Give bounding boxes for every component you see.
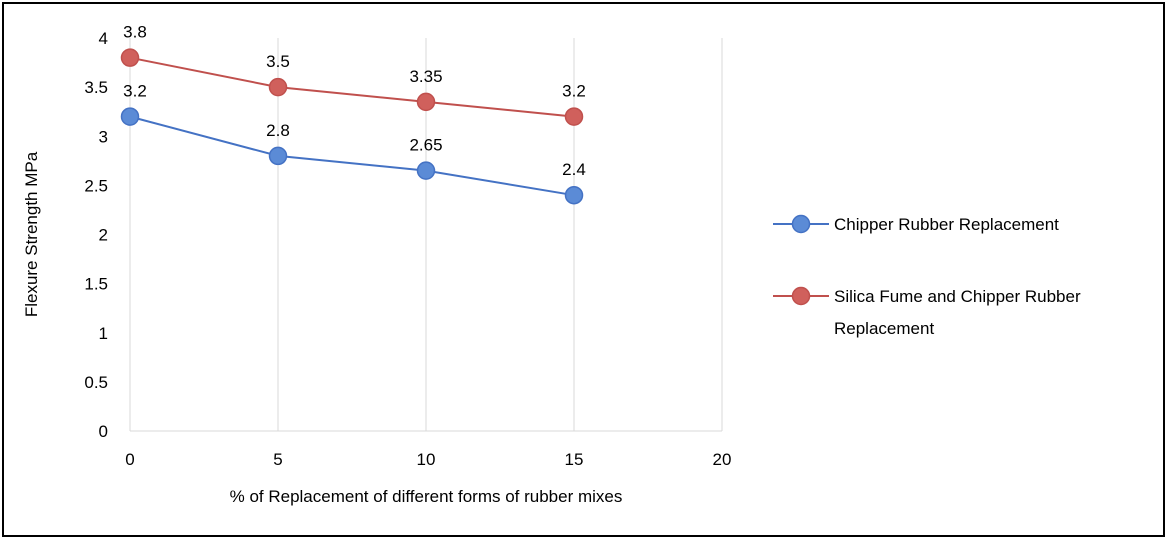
data-point-0-1 (268, 146, 288, 166)
data-label-1-2: 3.35 (409, 67, 442, 86)
y-tick-label: 2.5 (84, 176, 108, 195)
y-tick-label: 1.5 (84, 275, 108, 294)
data-point-0-2 (416, 161, 436, 180)
data-label-0-0: 3.2 (123, 82, 147, 101)
data-point-0-0 (120, 107, 140, 126)
x-tick-label: 5 (273, 450, 282, 469)
y-tick-label: 0.5 (84, 373, 108, 392)
data-label-0-2: 2.65 (409, 136, 442, 155)
data-label-1-0: 3.8 (123, 23, 147, 42)
legend-marker-1 (791, 286, 811, 306)
legend-label-0: Chipper Rubber Replacement (834, 215, 1059, 234)
data-label-0-3: 2.4 (562, 160, 586, 179)
x-tick-label: 0 (125, 450, 134, 469)
x-axis-title: % of Replacement of different forms of r… (230, 487, 623, 506)
data-label-1-1: 3.5 (266, 52, 290, 71)
y-tick-label: 3 (99, 127, 108, 146)
data-point-1-1 (268, 77, 288, 97)
y-tick-label: 0 (99, 422, 108, 441)
legend-label-1: Silica Fume and Chipper Rubber (834, 287, 1081, 306)
series-line-1 (129, 56, 575, 118)
y-tick-label: 1 (99, 324, 108, 343)
y-tick-label: 4 (99, 29, 108, 48)
legend-marker-0 (791, 214, 811, 234)
y-axis-title: Flexure Strength MPa (22, 151, 41, 317)
series-line-0 (129, 115, 575, 197)
data-label-0-1: 2.8 (266, 121, 290, 140)
data-point-1-3 (564, 107, 584, 126)
y-tick-label: 3.5 (84, 78, 108, 97)
data-point-0-3 (564, 185, 584, 205)
x-tick-label: 20 (713, 450, 732, 469)
y-tick-label: 2 (99, 226, 108, 245)
x-tick-label: 10 (417, 450, 436, 469)
x-tick-label: 15 (565, 450, 584, 469)
legend-label-1: Replacement (834, 319, 934, 338)
data-point-1-2 (416, 92, 436, 112)
data-label-1-3: 3.2 (562, 82, 586, 101)
data-point-1-0 (120, 48, 140, 67)
